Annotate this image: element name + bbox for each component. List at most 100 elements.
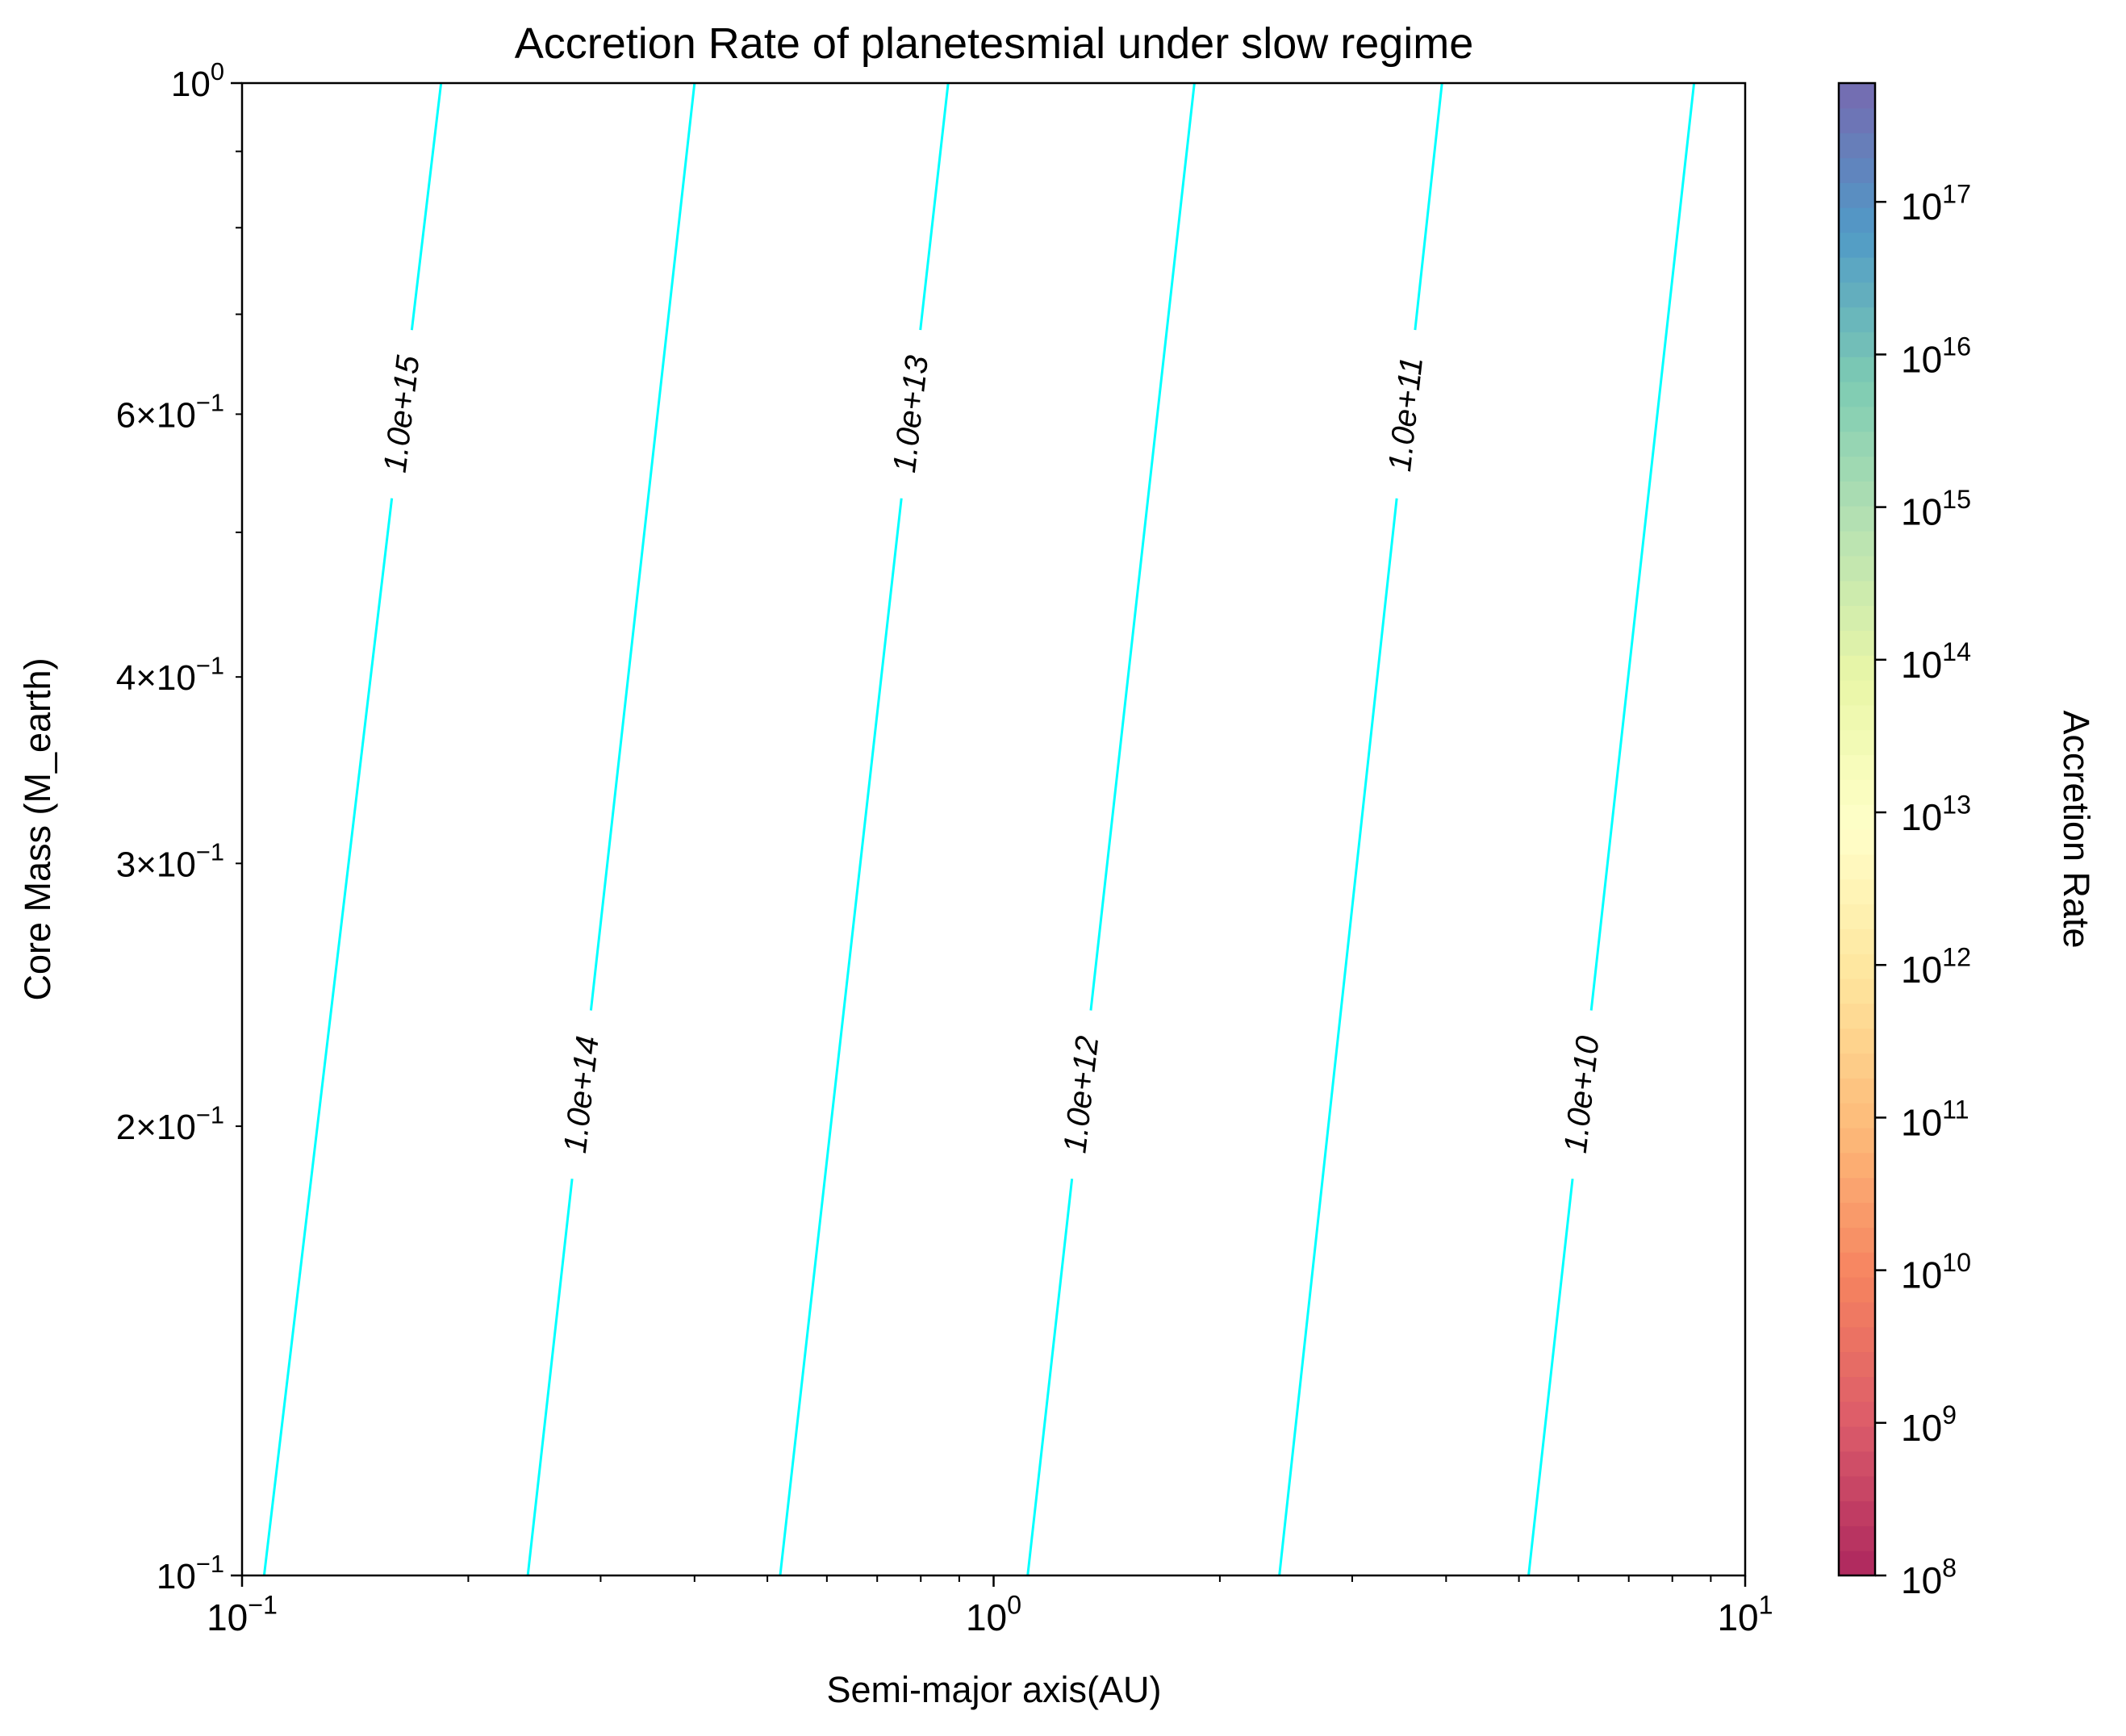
colorbar-tick-label: 1012	[1901, 943, 1971, 991]
colorbar-segment	[1839, 1326, 1875, 1353]
colorbar-segment	[1839, 1277, 1875, 1303]
colorbar-segment	[1839, 729, 1875, 756]
colorbar-segment	[1839, 382, 1875, 407]
colorbar-segment	[1839, 1053, 1875, 1079]
colorbar-segment	[1839, 257, 1875, 283]
y-tick-label: 3×10−1	[116, 838, 224, 885]
x-axis-label: Semi-major axis(AU)	[826, 1669, 1161, 1710]
contour-line	[919, 83, 950, 331]
y-tick-label: 2×10−1	[116, 1100, 224, 1147]
colorbar-segment	[1839, 804, 1875, 830]
colorbar-segment	[1839, 1078, 1875, 1104]
colorbar-segment	[1839, 132, 1875, 159]
contour-label: 1.0e+15	[378, 353, 427, 475]
contour-lines	[262, 83, 1696, 1575]
colorbar-segment	[1839, 307, 1875, 332]
colorbar-segment	[1839, 1152, 1875, 1179]
colorbar-segment	[1839, 1028, 1875, 1054]
colorbar-segment	[1839, 232, 1875, 258]
colorbar-segment	[1839, 1252, 1875, 1278]
colorbar-tick-label: 1011	[1901, 1095, 1969, 1144]
colorbar-segment	[1839, 1525, 1875, 1551]
y-tick-label: 6×10−1	[116, 389, 224, 436]
colorbar-segment	[1839, 1401, 1875, 1427]
contour-label: 1.0e+12	[1057, 1034, 1105, 1155]
colorbar-tick-label: 1014	[1901, 637, 1971, 686]
colorbar-tick-label: 1016	[1901, 332, 1971, 381]
contour-label: 1.0e+14	[558, 1034, 606, 1155]
x-axis: 10−1 100 101	[207, 1575, 1773, 1638]
contour-label: 1.0e+11	[1382, 355, 1430, 474]
contour-line	[1278, 498, 1398, 1575]
colorbar: 108 109 1010 1011 1012 1013 1014 1015 1016 1017	[1837, 81, 1971, 1601]
colorbar-segment	[1839, 182, 1875, 208]
colorbar-segment	[1839, 1550, 1875, 1576]
colorbar-segment	[1839, 979, 1875, 1004]
y-axis-label: Core Mass (M_earth)	[17, 657, 58, 1000]
colorbar-segment	[1839, 903, 1875, 929]
chart-title: Accretion Rate of planetesmial under slo…	[515, 19, 1474, 68]
colorbar-tick-label: 1013	[1901, 790, 1971, 838]
contour-label: 1.0e+13	[887, 354, 935, 475]
y-tick-label: 4×10−1	[116, 651, 224, 698]
colorbar-segment	[1839, 680, 1875, 706]
contour-line	[410, 83, 443, 331]
plot-frame	[240, 81, 1747, 1577]
colorbar-segment	[1839, 1227, 1875, 1253]
colorbar-segment	[1839, 406, 1875, 432]
colorbar-frame	[1837, 81, 1877, 1577]
y-tick-label: 100	[171, 57, 224, 104]
colorbar-segment	[1839, 1426, 1875, 1452]
colorbar-segment	[1839, 779, 1875, 805]
colorbar-tick-label: 1010	[1901, 1248, 1971, 1296]
colorbar-tick-label: 109	[1901, 1400, 1957, 1449]
colorbar-segment	[1839, 332, 1875, 357]
colorbar-label: Accretion Rate	[2056, 710, 2097, 948]
colorbar-segment	[1839, 655, 1875, 681]
colorbar-segment	[1839, 357, 1875, 382]
contour-line	[262, 498, 394, 1575]
colorbar-tick-label: 1017	[1901, 180, 1971, 228]
colorbar-segment	[1839, 157, 1875, 183]
x-tick-label: 100	[966, 1590, 1021, 1638]
colorbar-segment	[1839, 1500, 1875, 1526]
colorbar-segment	[1839, 954, 1875, 979]
contour-line	[1026, 1179, 1074, 1575]
colorbar-tick-label: 108	[1901, 1553, 1957, 1601]
colorbar-segment	[1839, 207, 1875, 233]
colorbar-segment	[1839, 481, 1875, 507]
colorbar-segment	[1839, 829, 1875, 855]
contour-line	[1414, 83, 1443, 331]
x-tick-label: 101	[1717, 1590, 1773, 1638]
colorbar-segment	[1839, 1450, 1875, 1477]
colorbar-segment	[1839, 1177, 1875, 1204]
colorbar-segment	[1839, 83, 1875, 109]
contour-line	[1589, 83, 1696, 1011]
contour-line	[526, 1179, 574, 1575]
colorbar-segment	[1839, 531, 1875, 557]
colorbar-segment	[1839, 282, 1875, 308]
colorbar-segment	[1839, 1103, 1875, 1129]
colorbar-segment	[1839, 555, 1875, 582]
y-tick-label: 10−1	[157, 1550, 224, 1596]
y-axis: 10−1 2×10−1 3×10−1 4×10−1 6×10−1 100	[116, 57, 242, 1596]
contour-line	[1089, 83, 1196, 1011]
colorbar-tick-label: 1015	[1901, 485, 1971, 533]
colorbar-segment	[1839, 1202, 1875, 1228]
colorbar-segment	[1839, 853, 1875, 880]
colorbar-segment	[1839, 506, 1875, 532]
colorbar-segment	[1839, 630, 1875, 656]
colorbar-segment	[1839, 1351, 1875, 1377]
colorbar-segment	[1839, 456, 1875, 482]
contour-line	[1527, 1179, 1574, 1575]
colorbar-segment	[1839, 107, 1875, 134]
colorbar-segment	[1839, 929, 1875, 954]
colorbar-segment	[1839, 580, 1875, 607]
colorbar-segment	[1839, 754, 1875, 780]
contour-line	[589, 83, 696, 1011]
colorbar-segment	[1839, 878, 1875, 905]
colorbar-segment	[1839, 1301, 1875, 1328]
x-tick-label: 10−1	[207, 1590, 278, 1638]
